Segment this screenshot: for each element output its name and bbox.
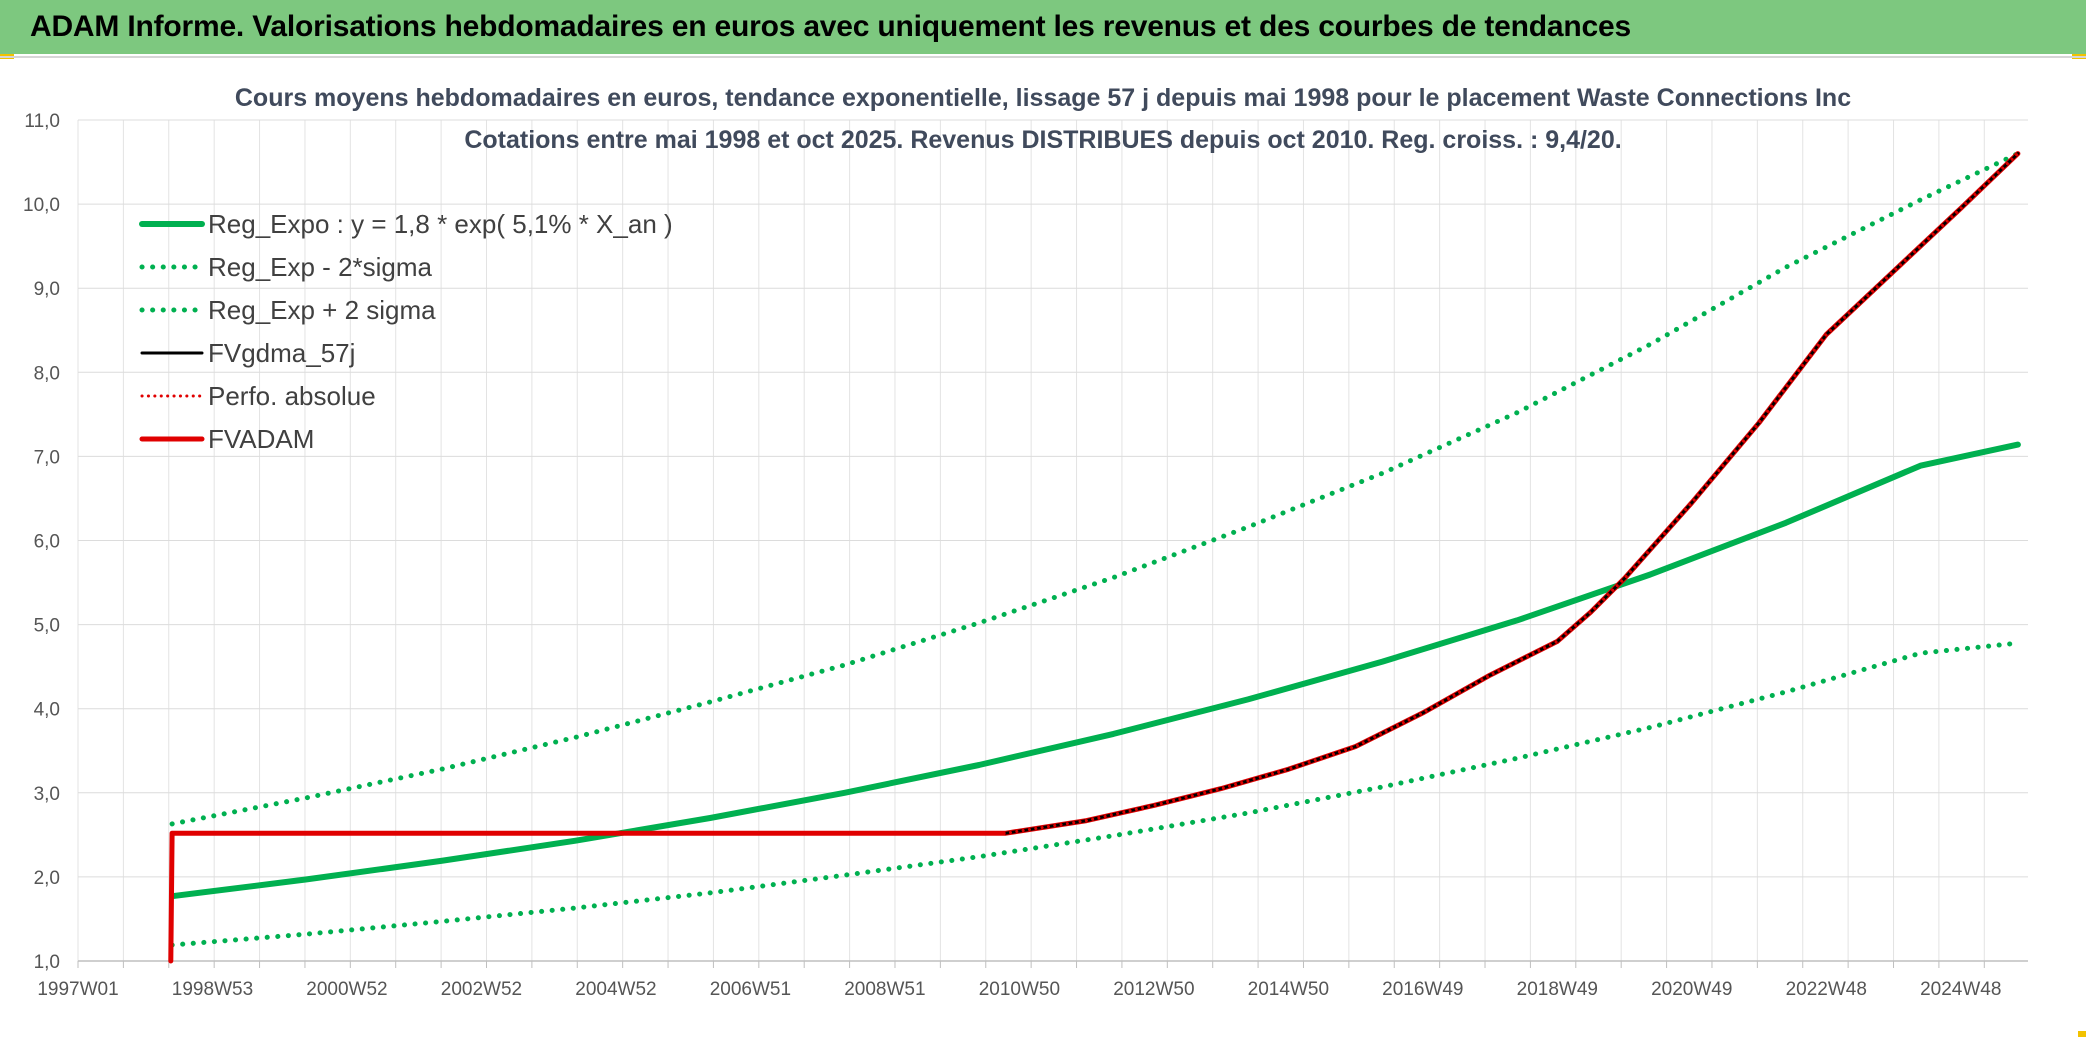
- x-tick-label: 2010W50: [979, 979, 1060, 1000]
- x-tick-label: 2012W50: [1113, 979, 1194, 1000]
- y-tick-label: 1,0: [34, 952, 60, 973]
- x-tick-label: 2020W49: [1651, 979, 1732, 1000]
- series-line-5: [168, 151, 2021, 964]
- chart-title: Cours moyens hebdomadaires en euros, ten…: [235, 84, 1851, 112]
- y-tick-label: 4,0: [34, 700, 60, 721]
- axis-layer: 1,0 2,0 3,0 4,0 5,0 6,0 7,0 8,0 9,0 10,0 11,0 1997W…: [23, 111, 2028, 1000]
- y-tick-label: 2,0: [34, 868, 60, 889]
- series-layer: [168, 151, 2021, 964]
- legend-label: Perfo. absolue: [208, 381, 376, 411]
- y-tick-label: 3,0: [34, 784, 60, 805]
- y-tick-label: 7,0: [34, 447, 60, 468]
- x-tick-label: 2014W50: [1248, 979, 1329, 1000]
- series-line-2: [169, 151, 2021, 827]
- x-tick-label: 2022W48: [1786, 979, 1867, 1000]
- y-tick-label: 8,0: [34, 363, 60, 384]
- x-tick-label: 2004W52: [575, 979, 656, 1000]
- legend-label: FVgdma_57j: [208, 338, 355, 368]
- y-tick-label: 6,0: [34, 532, 60, 553]
- corner-accent-bottom-right: [2078, 1031, 2086, 1037]
- x-tick-label: 2000W52: [306, 979, 387, 1000]
- legend-label: Reg_Exp + 2 sigma: [208, 295, 436, 325]
- series-line-0: [169, 441, 2021, 900]
- y-tick-label: 9,0: [34, 279, 60, 300]
- chart-svg: 1,0 2,0 3,0 4,0 5,0 6,0 7,0 8,0 9,0 10,0 11,0 1997W…: [23, 84, 2028, 1000]
- x-tick-label: 2024W48: [1920, 979, 2001, 1000]
- y-tick-label: 10,0: [23, 195, 60, 216]
- legend-label: Reg_Expo : y = 1,8 * exp( 5,1% * X_an ): [208, 209, 673, 239]
- x-tick-label: 1997W01: [37, 979, 118, 1000]
- legend-label: Reg_Exp - 2*sigma: [208, 252, 433, 282]
- series-line-4: [170, 152, 2020, 835]
- y-tick-label: 11,0: [24, 111, 60, 132]
- chart-frame: 1,0 2,0 3,0 4,0 5,0 6,0 7,0 8,0 9,0 10,0 11,0 1997W…: [0, 56, 2086, 1037]
- x-tick-label: 1998W53: [172, 979, 253, 1000]
- series-line-3: [1004, 152, 2020, 835]
- y-tick-label: 5,0: [34, 616, 60, 637]
- series-line-1: [169, 640, 2021, 948]
- chart-legend: Reg_Expo : y = 1,8 * exp( 5,1% * X_an ) R…: [139, 209, 673, 454]
- x-tick-label: 2016W49: [1382, 979, 1463, 1000]
- report-banner: ADAM Informe. Valorisations hebdomadaire…: [0, 0, 2086, 54]
- report-title: ADAM Informe. Valorisations hebdomadaire…: [30, 10, 1631, 43]
- x-tick-label: 2006W51: [710, 979, 791, 1000]
- x-tick-label: 2002W52: [441, 979, 522, 1000]
- x-tick-label: 2008W51: [844, 979, 925, 1000]
- legend-label: FVADAM: [208, 424, 314, 454]
- chart-subtitle: Cotations entre mai 1998 et oct 2025. Re…: [464, 126, 1621, 154]
- x-tick-label: 2018W49: [1517, 979, 1598, 1000]
